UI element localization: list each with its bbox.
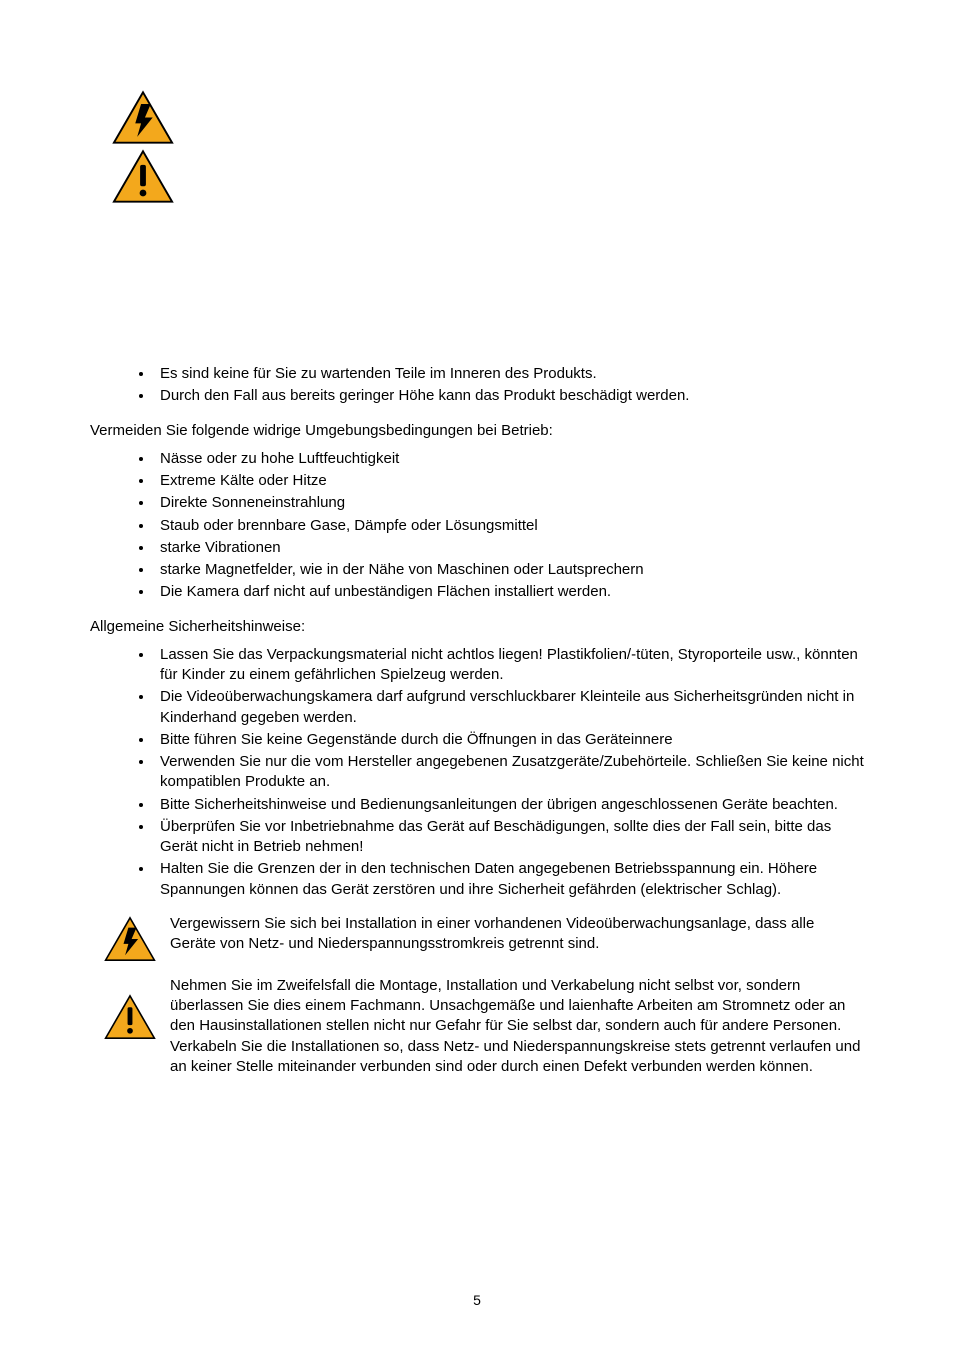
top-icon-stack — [112, 90, 864, 204]
list-item: Überprüfen Sie vor Inbetriebnahme das Ge… — [154, 817, 864, 858]
env-heading: Vermeiden Sie folgende widrige Umgebungs… — [90, 421, 864, 441]
list-item: Bitte Sicherheitshinweise und Bedienungs… — [154, 795, 864, 815]
note-excl-text: Nehmen Sie im Zweifelsfall die Montage, … — [170, 976, 864, 1077]
list-item: Es sind keine für Sie zu wartenden Teile… — [154, 364, 864, 384]
list-item: Verwenden Sie nur die vom Hersteller ang… — [154, 752, 864, 793]
list-item: Durch den Fall aus bereits geringer Höhe… — [154, 386, 864, 406]
list-item: Bitte führen Sie keine Gegenstände durch… — [154, 730, 864, 750]
list-item: Lassen Sie das Verpackungsmaterial nicht… — [154, 645, 864, 686]
list-item: Extreme Kälte oder Hitze — [154, 471, 864, 491]
env-list: Nässe oder zu hohe Luftfeuchtigkeit Extr… — [90, 449, 864, 603]
list-item: Halten Sie die Grenzen der in den techni… — [154, 859, 864, 900]
list-item: Nässe oder zu hohe Luftfeuchtigkeit — [154, 449, 864, 469]
page-number: 5 — [0, 1291, 954, 1310]
list-item: Staub oder brennbare Gase, Dämpfe oder L… — [154, 516, 864, 536]
list-item: starke Vibrationen — [154, 538, 864, 558]
general-list: Lassen Sie das Verpackungsmaterial nicht… — [90, 645, 864, 900]
icon-col — [90, 914, 170, 962]
note-bolt-row: Vergewissern Sie sich bei Installation i… — [90, 914, 864, 962]
list-item: Die Kamera darf nicht auf unbeständigen … — [154, 582, 864, 602]
lightning-warning-icon — [112, 90, 174, 145]
icon-col — [90, 976, 170, 1040]
list-item: Die Videoüberwachungskamera darf aufgrun… — [154, 687, 864, 728]
list-item: starke Magnetfelder, wie in der Nähe von… — [154, 560, 864, 580]
intro-list: Es sind keine für Sie zu wartenden Teile… — [90, 364, 864, 407]
lightning-warning-icon — [104, 916, 156, 962]
exclamation-warning-icon — [112, 149, 174, 204]
page: Es sind keine für Sie zu wartenden Teile… — [0, 0, 954, 1350]
note-excl-row: Nehmen Sie im Zweifelsfall die Montage, … — [90, 976, 864, 1077]
exclamation-warning-icon — [104, 994, 156, 1040]
list-item: Direkte Sonneneinstrahlung — [154, 493, 864, 513]
general-heading: Allgemeine Sicherheitshinweise: — [90, 617, 864, 637]
note-bolt-text: Vergewissern Sie sich bei Installation i… — [170, 914, 864, 955]
